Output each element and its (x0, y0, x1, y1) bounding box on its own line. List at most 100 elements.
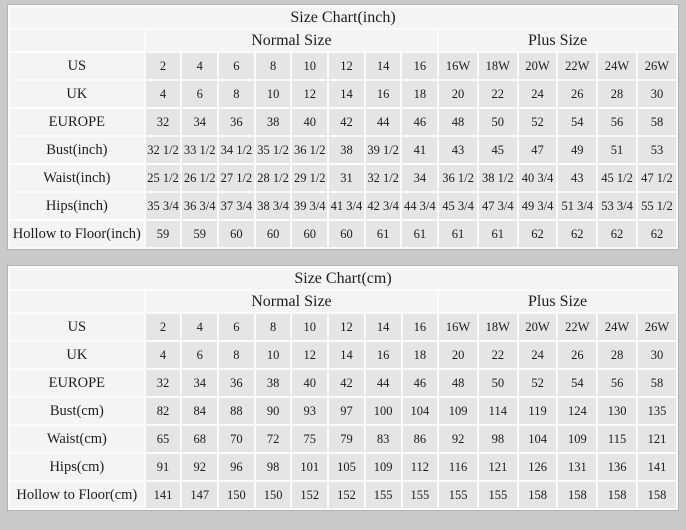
size-value-cell: 52 (518, 109, 557, 135)
table-row: UK 4 6 8 10 12 14 16 18 20 22 24 26 28 30 (10, 342, 676, 368)
size-value-cell: 20 (439, 81, 477, 107)
size-value-cell: 32 (145, 370, 181, 396)
size-value-cell: 10 (255, 81, 291, 107)
size-value-cell: 38 (255, 370, 291, 396)
size-value-cell: 16 (402, 53, 438, 79)
size-value-cell: 68 (182, 426, 218, 452)
size-value-cell: 43 (558, 165, 597, 191)
size-value-cell: 98 (478, 426, 517, 452)
size-value-cell: 62 (598, 221, 636, 247)
size-value-cell: 115 (598, 426, 636, 452)
size-value-cell: 88 (219, 398, 254, 424)
table-row: Bust(cm) 82 84 88 90 93 97 100 104 109 114 119 124 13… (10, 398, 676, 424)
size-value-cell: 100 (365, 398, 401, 424)
size-value-cell: 14 (329, 81, 364, 107)
size-value-cell: 121 (637, 426, 676, 452)
size-value-cell: 109 (439, 398, 477, 424)
size-value-cell: 29 1/2 (292, 165, 328, 191)
size-value-cell: 155 (439, 482, 477, 508)
table-row: EUROPE 32 34 36 38 40 42 44 46 48 50 52 54 56 58 (10, 109, 676, 135)
size-value-cell: 112 (402, 454, 438, 480)
size-value-cell: 53 3/4 (598, 193, 636, 219)
size-value-cell: 39 1/2 (365, 137, 401, 163)
size-value-cell: 8 (255, 53, 291, 79)
size-value-cell: 6 (182, 342, 218, 368)
size-value-cell: 24 (518, 81, 557, 107)
table-row: Waist(inch) 25 1/2 26 1/2 27 1/2 28 1/2 29 1/… (10, 165, 676, 191)
size-value-cell: 12 (292, 81, 328, 107)
table-row: Bust(inch) 32 1/2 33 1/2 34 1/2 35 1/2 36 1/2… (10, 137, 676, 163)
corner-cell (10, 30, 144, 51)
size-value-cell: 45 (478, 137, 517, 163)
size-value-cell: 25 1/2 (145, 165, 181, 191)
size-value-cell: 38 3/4 (255, 193, 291, 219)
size-value-cell: 47 1/2 (637, 165, 676, 191)
size-value-cell: 16 (365, 81, 401, 107)
size-value-cell: 50 (478, 370, 517, 396)
size-value-cell: 12 (329, 314, 364, 340)
size-value-cell: 34 (182, 109, 218, 135)
size-value-cell: 58 (637, 109, 676, 135)
table-row: EUROPE 32 34 36 38 40 42 44 46 48 50 52 54 56 58 (10, 370, 676, 396)
table-row: Hollow to Floor(cm) 141 147 150 150 152 152 155… (10, 482, 676, 508)
size-value-cell: 61 (478, 221, 517, 247)
table-row: US 2 4 6 8 10 12 14 16 16W 18W 20W 22W 24W 26W (10, 314, 676, 340)
size-value-cell: 53 (637, 137, 676, 163)
size-value-cell: 36 3/4 (182, 193, 218, 219)
size-value-cell: 72 (255, 426, 291, 452)
size-value-cell: 136 (598, 454, 636, 480)
size-value-cell: 96 (219, 454, 254, 480)
size-value-cell: 62 (637, 221, 676, 247)
size-value-cell: 10 (255, 342, 291, 368)
size-value-cell: 18W (478, 314, 517, 340)
size-value-cell: 56 (598, 370, 636, 396)
size-value-cell: 12 (329, 53, 364, 79)
size-value-cell: 91 (145, 454, 181, 480)
row-label: US (10, 53, 144, 79)
size-value-cell: 31 (329, 165, 364, 191)
size-value-cell: 20W (518, 314, 557, 340)
size-value-cell: 36 (219, 370, 254, 396)
size-value-cell: 135 (637, 398, 676, 424)
size-value-cell: 14 (365, 314, 401, 340)
size-value-cell: 62 (558, 221, 597, 247)
size-value-cell: 44 (365, 370, 401, 396)
size-value-cell: 158 (558, 482, 597, 508)
size-value-cell: 42 (329, 370, 364, 396)
size-value-cell: 147 (182, 482, 218, 508)
size-value-cell: 28 1/2 (255, 165, 291, 191)
size-value-cell: 158 (637, 482, 676, 508)
size-value-cell: 14 (365, 53, 401, 79)
size-value-cell: 40 (292, 109, 328, 135)
size-value-cell: 47 3/4 (478, 193, 517, 219)
size-value-cell: 2 (145, 314, 181, 340)
row-label: Hollow to Floor(cm) (10, 482, 144, 508)
row-label: Bust(inch) (10, 137, 144, 163)
size-value-cell: 61 (365, 221, 401, 247)
size-value-cell: 55 1/2 (637, 193, 676, 219)
size-value-cell: 43 (439, 137, 477, 163)
size-value-cell: 34 (402, 165, 438, 191)
size-value-cell: 40 (292, 370, 328, 396)
size-value-cell: 158 (518, 482, 557, 508)
size-value-cell: 59 (145, 221, 181, 247)
size-value-cell: 158 (598, 482, 636, 508)
size-value-cell: 54 (558, 370, 597, 396)
size-value-cell: 4 (145, 81, 181, 107)
size-value-cell: 16W (439, 314, 477, 340)
size-value-cell: 59 (182, 221, 218, 247)
size-value-cell: 97 (329, 398, 364, 424)
size-value-cell: 65 (145, 426, 181, 452)
table-row: Hips(inch) 35 3/4 36 3/4 37 3/4 38 3/4 39 3/4… (10, 193, 676, 219)
size-value-cell: 22W (558, 314, 597, 340)
row-label: Hips(inch) (10, 193, 144, 219)
size-value-cell: 82 (145, 398, 181, 424)
title-row: Size Chart(cm) (10, 268, 676, 289)
size-value-cell: 152 (329, 482, 364, 508)
size-value-cell: 26 (558, 342, 597, 368)
size-value-cell: 16W (439, 53, 477, 79)
row-label: Hips(cm) (10, 454, 144, 480)
table-row: Hips(cm) 91 92 96 98 101 105 109 112 116 121 126 131… (10, 454, 676, 480)
normal-size-header: Normal Size (145, 291, 438, 312)
size-value-cell: 86 (402, 426, 438, 452)
